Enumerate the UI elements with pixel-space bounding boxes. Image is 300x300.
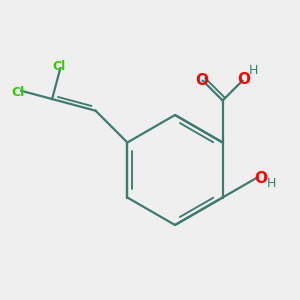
Text: O: O [254, 171, 267, 186]
Text: Cl: Cl [53, 60, 66, 73]
Text: O: O [195, 73, 208, 88]
Text: O: O [237, 72, 250, 87]
Text: H: H [249, 64, 258, 77]
Text: Cl: Cl [11, 86, 25, 99]
Text: H: H [267, 177, 276, 190]
